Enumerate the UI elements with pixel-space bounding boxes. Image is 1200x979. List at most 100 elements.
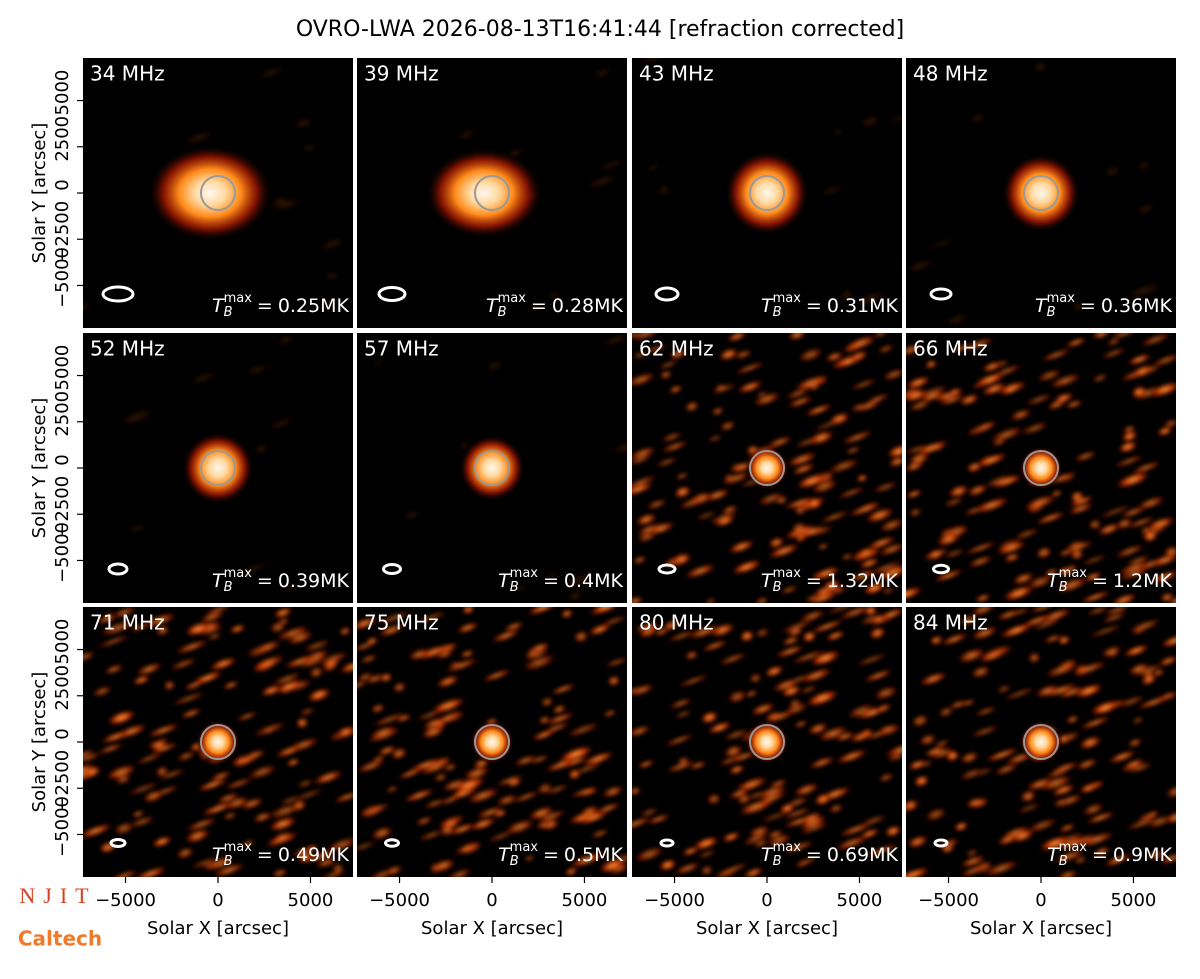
noise-blob xyxy=(974,452,1009,468)
noise-blob xyxy=(803,403,834,417)
noise-blob xyxy=(414,816,434,826)
source xyxy=(182,432,254,504)
noise-blob xyxy=(970,665,992,679)
noise-blob xyxy=(1140,675,1158,685)
noise-blob xyxy=(906,799,918,812)
noise-blob xyxy=(1100,645,1123,658)
noise-blob xyxy=(974,594,992,603)
noise-blob xyxy=(907,759,928,771)
noise-blob xyxy=(938,706,954,718)
tmax-eq: = xyxy=(543,844,559,866)
noise-blob xyxy=(1149,569,1176,584)
noise-blob xyxy=(1127,618,1162,634)
noise-blob xyxy=(607,675,621,687)
noise-blob xyxy=(886,444,902,459)
noise-blob xyxy=(376,745,398,756)
noise-blob xyxy=(99,730,132,744)
freq-label: 48 MHz xyxy=(913,62,988,86)
noise-blob xyxy=(659,440,690,453)
noise-blob xyxy=(494,774,525,787)
tmax-label: TBmax = 0.36MK xyxy=(1035,291,1172,320)
noise-blob xyxy=(868,626,887,640)
y-tick-label: −2500 xyxy=(52,476,73,537)
noise xyxy=(83,66,347,311)
noise-blob xyxy=(143,612,178,628)
tmax-eq: = xyxy=(1092,844,1108,866)
noise-blob xyxy=(781,840,816,854)
noise-blob xyxy=(995,540,1028,556)
noise-blob xyxy=(208,656,239,671)
noise-blob xyxy=(654,457,680,468)
noise-blob xyxy=(1053,849,1086,864)
x-axis-label: Solar X [arcsec] xyxy=(696,918,838,939)
noise-blob xyxy=(1079,783,1098,794)
tmax-sup: max xyxy=(510,840,539,855)
noise-blob xyxy=(149,742,180,755)
x-tick-label: 0 xyxy=(486,890,497,911)
noise-blob xyxy=(881,587,895,594)
noise-blob xyxy=(785,451,819,467)
noise-blob xyxy=(402,510,421,521)
noise-blob xyxy=(924,359,938,369)
noise-blob xyxy=(240,840,256,847)
noise-blob xyxy=(671,552,693,566)
tmax-sub: B xyxy=(773,580,782,595)
noise-blob xyxy=(1089,699,1122,716)
noise-blob xyxy=(1158,852,1176,865)
noise-blob xyxy=(665,629,698,643)
noise-blob xyxy=(290,799,308,812)
noise-blob xyxy=(959,855,987,868)
noise-blob xyxy=(1145,516,1176,532)
noise-blob xyxy=(643,343,669,354)
noise-blob xyxy=(184,828,211,844)
freq-label: 66 MHz xyxy=(913,337,988,361)
noise-blob xyxy=(970,626,999,641)
noise-blob xyxy=(632,685,647,697)
noise-blob xyxy=(1103,165,1122,177)
x-tick-label: 5000 xyxy=(288,890,334,911)
noise-blob xyxy=(332,791,353,803)
noise-blob xyxy=(271,868,288,877)
noise-blob xyxy=(1150,553,1176,568)
noise-blob xyxy=(681,846,700,856)
noise-blob xyxy=(688,761,708,770)
tmax-sup: max xyxy=(224,291,253,306)
noise-blob xyxy=(145,722,182,738)
noise-blob xyxy=(1033,60,1048,73)
noise-blob xyxy=(811,418,846,432)
noise-blob xyxy=(485,830,517,843)
noise-blob xyxy=(933,739,951,748)
noise-blob xyxy=(907,399,933,412)
x-axis-label: Solar X [arcsec] xyxy=(147,918,289,939)
noise-blob xyxy=(1025,574,1055,590)
noise-blob xyxy=(700,711,719,724)
y-tick-label: 2500 xyxy=(52,665,73,711)
logo-caltech: Caltech xyxy=(18,927,102,951)
noise-blob xyxy=(208,771,233,781)
noise-blob xyxy=(906,376,932,390)
noise-blob xyxy=(357,840,378,853)
noise-blob xyxy=(1078,735,1103,750)
noise-blob xyxy=(886,752,902,762)
noise-blob xyxy=(888,456,902,467)
noise-blob xyxy=(211,862,247,877)
noise-blob xyxy=(131,675,151,685)
noise-blob xyxy=(795,472,830,490)
solar-disk xyxy=(200,175,236,211)
tmax-base: T xyxy=(761,295,774,317)
noise-blob xyxy=(779,585,799,594)
noise-blob xyxy=(302,848,339,864)
noise-blob xyxy=(906,444,931,455)
noise-blob xyxy=(1116,560,1153,576)
noise-blob xyxy=(83,823,114,839)
noise-blob xyxy=(239,797,265,810)
noise-blob xyxy=(939,632,970,646)
noise-blob xyxy=(786,395,815,408)
beam xyxy=(657,563,677,575)
solar-disk xyxy=(749,724,785,760)
noise-blob xyxy=(822,579,841,593)
noise-blob xyxy=(658,858,677,872)
noise-blob xyxy=(1027,607,1059,614)
noise-blob xyxy=(1043,568,1059,577)
noise-blob xyxy=(485,360,503,372)
